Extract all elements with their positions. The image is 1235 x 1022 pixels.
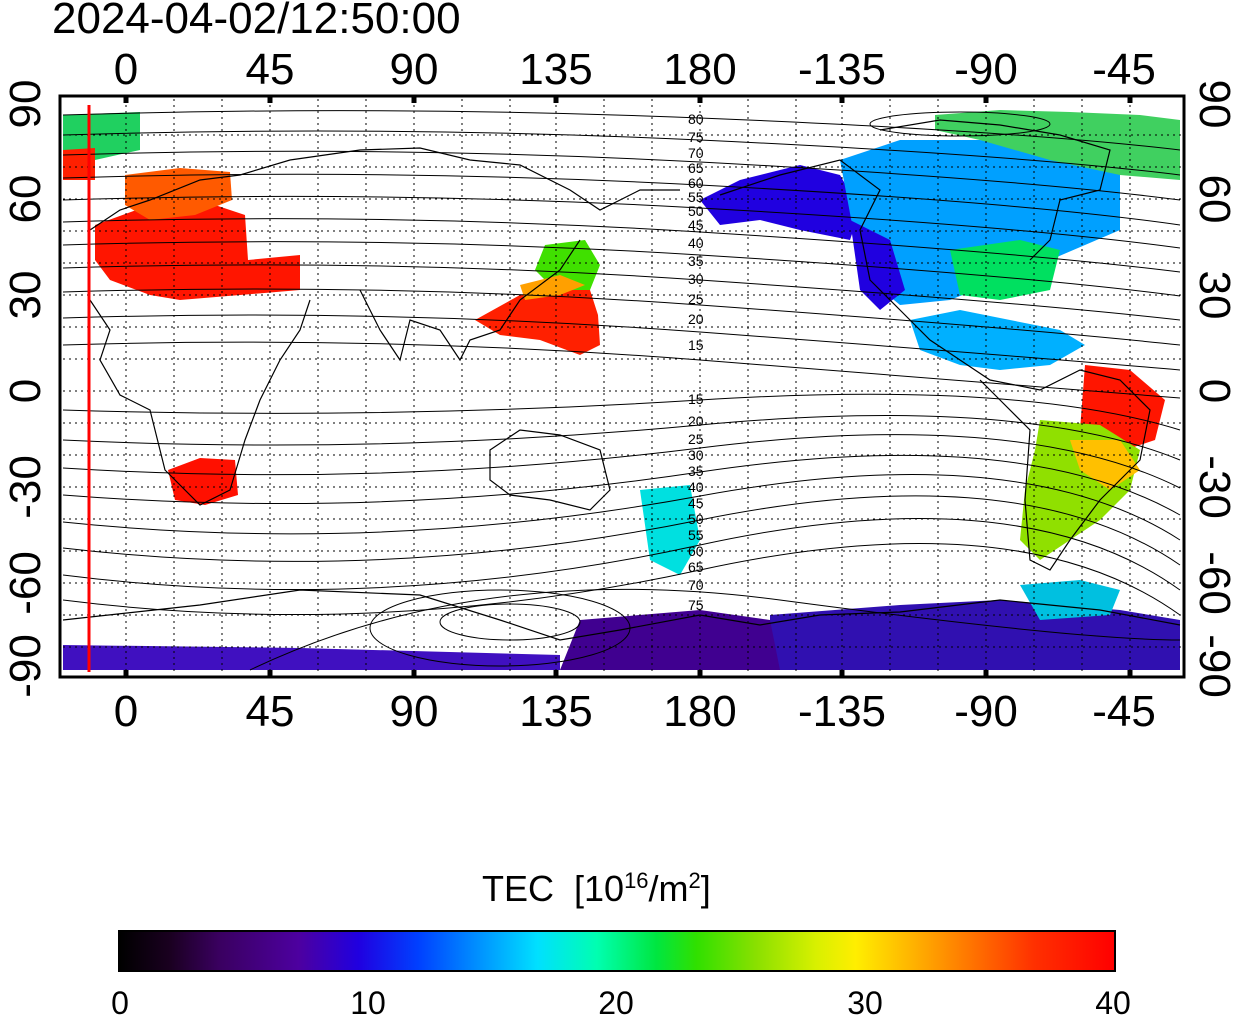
tec-patch-alaska <box>700 165 860 240</box>
contour-label-s75: 75 <box>688 597 704 613</box>
coastlines <box>63 119 1181 641</box>
contour-label-n60: 60 <box>688 175 704 191</box>
top-lon-label: 180 <box>663 45 736 94</box>
contour-label-n40: 40 <box>688 235 704 251</box>
colorbar-unit-exponent: 16 <box>624 868 649 893</box>
tec-data-layer <box>63 110 1180 670</box>
contour-label-s60: 60 <box>688 543 704 559</box>
top-lon-label: 135 <box>519 45 592 94</box>
contour-label-s65: 65 <box>688 559 704 575</box>
contour-label-n30: 30 <box>688 271 704 287</box>
graticule <box>63 99 1181 674</box>
bottom-lon-label: 90 <box>390 687 439 736</box>
top-lon-label: 90 <box>390 45 439 94</box>
tec-patch-arctic <box>935 110 1180 180</box>
right-lat-label: 60 <box>1190 175 1235 224</box>
top-lon-label: 0 <box>114 45 138 94</box>
left-lat-label: -60 <box>1 551 50 615</box>
tec-patch-canada <box>840 140 1120 305</box>
bottom-longitude-labels: 0 45 90 135 180 -135 -90 -45 <box>114 687 1156 736</box>
tec-patch-antarctic-mid <box>560 610 780 670</box>
contour-label-n70: 70 <box>688 145 704 161</box>
tec-map: 80 75 70 65 60 55 50 45 40 35 30 25 20 1… <box>1 45 1235 736</box>
bottom-lon-label: -90 <box>954 687 1018 736</box>
bottom-lon-label: 45 <box>246 687 295 736</box>
colorbar-tick-label: 20 <box>598 985 634 1021</box>
tec-patch-japan-mid <box>520 275 585 300</box>
right-lat-label: 30 <box>1190 271 1235 320</box>
colorbar-unit-suffix: ] <box>700 868 711 909</box>
tec-patch-mexico <box>910 310 1085 370</box>
colorbar-tick-label: 30 <box>847 985 883 1021</box>
tec-patch-scandinavia <box>125 168 232 220</box>
colorbar-unit: [1016/m2] <box>574 868 711 909</box>
tec-patch-antarctic-east <box>770 600 1180 670</box>
left-lat-label: 0 <box>1 379 50 403</box>
contour-label-s15: 15 <box>688 391 704 407</box>
top-longitude-labels: 0 45 90 135 180 -135 -90 -45 <box>114 45 1156 94</box>
right-latitude-labels: 90 60 30 0 -30 -60 -90 <box>1190 80 1235 698</box>
top-lon-label: -90 <box>954 45 1018 94</box>
magnetic-contours <box>63 110 1181 671</box>
left-lat-label: 90 <box>1 80 50 129</box>
contour-label-s25: 25 <box>688 431 704 447</box>
left-lat-label: 30 <box>1 271 50 320</box>
contour-label-n35: 35 <box>688 253 704 269</box>
tec-patch-europe <box>95 200 300 300</box>
left-lat-label: -90 <box>1 634 50 698</box>
right-lat-label: -30 <box>1190 455 1235 519</box>
contour-label-s40: 40 <box>688 479 704 495</box>
contour-label-s70: 70 <box>688 577 704 593</box>
right-lat-label: 90 <box>1190 80 1235 129</box>
contour-label-n20: 20 <box>688 311 704 327</box>
contour-label-n50: 50 <box>688 203 704 219</box>
top-lon-label: -45 <box>1092 45 1156 94</box>
timestamp: 2024-04-02/12:50:00 <box>52 0 461 43</box>
colorbar-unit-mid: /m <box>648 868 689 909</box>
contour-label-n45: 45 <box>688 217 704 233</box>
colorbar <box>118 930 1116 972</box>
contour-label-s20: 20 <box>688 413 704 429</box>
colorbar-title: TEC [1016/m2] <box>482 868 711 910</box>
colorbar-tick-label: 0 <box>111 985 129 1021</box>
contour-label-n65: 65 <box>688 160 704 176</box>
colorbar-unit-prefix: [10 <box>574 868 625 909</box>
contour-label-n80: 80 <box>688 111 704 127</box>
tec-patch-southafrica <box>168 458 238 505</box>
left-latitude-labels: 90 60 30 0 -30 -60 -90 <box>1 80 50 698</box>
right-lat-label: -60 <box>1190 551 1235 615</box>
contour-labels: 80 75 70 65 60 55 50 45 40 35 30 25 20 1… <box>688 111 704 613</box>
bottom-lon-label: 180 <box>663 687 736 736</box>
colorbar-title-text: TEC <box>482 868 554 909</box>
axis-ticks <box>123 96 1133 677</box>
tec-patch-japan <box>475 285 600 355</box>
left-lat-label: 60 <box>1 175 50 224</box>
contour-label-s35: 35 <box>688 463 704 479</box>
tec-patch-greenland-red <box>63 148 95 180</box>
tec-patch-greenland-top <box>63 112 140 160</box>
tec-patch-usa-east <box>950 240 1060 300</box>
contour-label-n55: 55 <box>688 189 704 205</box>
contour-label-n75: 75 <box>688 129 704 145</box>
right-lat-label: -90 <box>1190 634 1235 698</box>
left-lat-label: -30 <box>1 455 50 519</box>
bottom-lon-label: -135 <box>798 687 886 736</box>
contour-label-n15: 15 <box>688 337 704 353</box>
bottom-lon-label: 135 <box>519 687 592 736</box>
contour-label-s45: 45 <box>688 495 704 511</box>
colorbar-unit-exponent2: 2 <box>688 868 701 893</box>
right-lat-label: 0 <box>1190 379 1235 403</box>
contour-label-n25: 25 <box>688 291 704 307</box>
top-lon-label: 45 <box>246 45 295 94</box>
contour-label-s55: 55 <box>688 527 704 543</box>
contour-label-s50: 50 <box>688 511 704 527</box>
bottom-lon-label: -45 <box>1092 687 1156 736</box>
tec-patch-south-pacific <box>640 485 700 575</box>
tec-patch-antarctic-west <box>63 645 560 670</box>
colorbar-tick-label: 40 <box>1095 985 1131 1021</box>
colorbar-tick-label: 10 <box>350 985 386 1021</box>
bottom-lon-label: 0 <box>114 687 138 736</box>
top-lon-label: -135 <box>798 45 886 94</box>
contour-label-s30: 30 <box>688 447 704 463</box>
